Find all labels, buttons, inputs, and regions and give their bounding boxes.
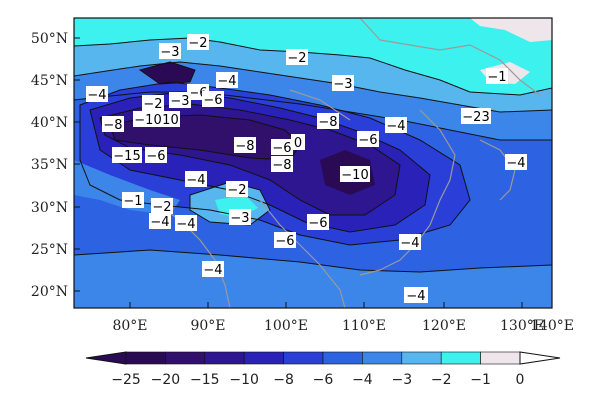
contour-label: −4 xyxy=(87,88,106,103)
contour-label: −4 xyxy=(400,236,419,251)
contour-label: −4 xyxy=(176,217,195,232)
contour-label: −8 xyxy=(272,158,291,173)
lon-tick-label: 140°E xyxy=(530,318,574,334)
contour-label: −1 xyxy=(123,194,142,209)
contour-label: −8 xyxy=(103,118,122,133)
colorbar-swatch xyxy=(401,351,442,365)
contour-label: −4 xyxy=(217,74,236,89)
colorbar-tick-label: −25 xyxy=(111,372,141,388)
contour-label-layer: −3−2−2−4−6−6−3−2−3 −1−4−8 −10−15 −6−8 −6−10−… xyxy=(86,34,527,304)
band-minus-20-core xyxy=(140,62,195,84)
contour-label: −2 xyxy=(188,36,207,51)
lat-tick-label: 50°N xyxy=(31,31,68,47)
contour-label: −4 xyxy=(150,215,169,230)
colorbar-swatch xyxy=(440,351,481,365)
lat-tick-label: 40°N xyxy=(31,115,68,131)
colorbar-tick-label: 0 xyxy=(516,372,525,388)
colorbar-swatch xyxy=(125,351,166,365)
band-south xyxy=(74,250,552,308)
lat-ticks: 50°N 45°N 40°N 35°N 30°N 25°N 20°N xyxy=(31,31,80,300)
contour-label: −6 xyxy=(308,216,327,231)
colorbar-swatch xyxy=(283,351,324,365)
band-minus-3 xyxy=(74,62,552,140)
contour-label: 0 xyxy=(294,136,302,151)
plot-frame xyxy=(73,17,553,309)
colorbar: −25 −20 −15 −10 −8 −6 −4 −3 −2 −1 0 xyxy=(85,351,561,388)
light-region-north xyxy=(470,18,552,42)
lat-tick-label: 35°N xyxy=(31,157,68,173)
colorbar-extend-left xyxy=(85,351,127,365)
lon-tick-label: 130°E xyxy=(500,318,544,334)
contour-label: −8 xyxy=(235,139,254,154)
contour-label: −2 xyxy=(152,200,171,215)
colorbar-swatch xyxy=(204,351,245,365)
colorbar-extend-right xyxy=(519,351,561,365)
contour-label: −4 xyxy=(186,173,205,188)
lat-tick-label: 20°N xyxy=(31,284,68,300)
colorbar-tick-label: −10 xyxy=(229,372,259,388)
colorbar-tick-label: −8 xyxy=(273,372,294,388)
colorbar-tick-label: −15 xyxy=(190,372,220,388)
lon-tick-label: 90°E xyxy=(190,318,225,334)
contour-label: −6 xyxy=(275,234,294,249)
colorbar-tick-label: −4 xyxy=(352,372,373,388)
lon-tick-label: 80°E xyxy=(112,318,147,334)
contour-label: −6 xyxy=(272,141,291,156)
contour-label: −4 xyxy=(203,263,222,278)
lon-tick-label: 120°E xyxy=(422,318,466,334)
contour-label: −4 xyxy=(406,289,425,304)
contour-label: −6 xyxy=(203,93,222,108)
contour-label: −1 xyxy=(487,70,506,85)
contour-label: −3 xyxy=(160,45,179,60)
colorbar-tick-label: −3 xyxy=(391,372,412,388)
contour-label: −2 xyxy=(143,97,162,112)
contour-label: −10 xyxy=(341,168,368,183)
colorbar-swatch xyxy=(243,351,284,365)
contour-label: −23 xyxy=(462,110,489,125)
contour-label: −3 xyxy=(230,211,249,226)
lat-tick-label: 25°N xyxy=(31,242,68,258)
colorbar-swatch xyxy=(362,351,403,365)
contour-label: −10 xyxy=(134,113,161,128)
contour-label: −3 xyxy=(333,77,352,92)
contour-label: −4 xyxy=(386,119,405,134)
contour-label: −6 xyxy=(358,133,377,148)
band-minus-2 xyxy=(74,38,552,112)
lat-tick-label: 45°N xyxy=(31,73,68,89)
lat-tick-label: 30°N xyxy=(31,200,68,216)
lon-tick-label: 100°E xyxy=(264,318,308,334)
colorbar-swatch xyxy=(322,351,363,365)
contour-label: −6 xyxy=(146,149,165,164)
contour-lines xyxy=(74,37,552,273)
contour-label: −8 xyxy=(318,115,337,130)
colorbar-tick-label: −6 xyxy=(313,372,334,388)
colorbar-tick-label: −1 xyxy=(470,372,491,388)
colorbar-swatch xyxy=(165,351,206,365)
colorbar-tick-label: −20 xyxy=(151,372,181,388)
colorbar-tick-label: −2 xyxy=(431,372,452,388)
lon-tick-label: 110°E xyxy=(342,318,386,334)
contour-label: −2 xyxy=(287,51,306,66)
contour-label: −3 xyxy=(170,94,189,109)
colorbar-swatch xyxy=(480,351,521,365)
contour-label: −2 xyxy=(227,183,246,198)
contour-label: −4 xyxy=(506,156,525,171)
contour-label: −15 xyxy=(113,149,140,164)
